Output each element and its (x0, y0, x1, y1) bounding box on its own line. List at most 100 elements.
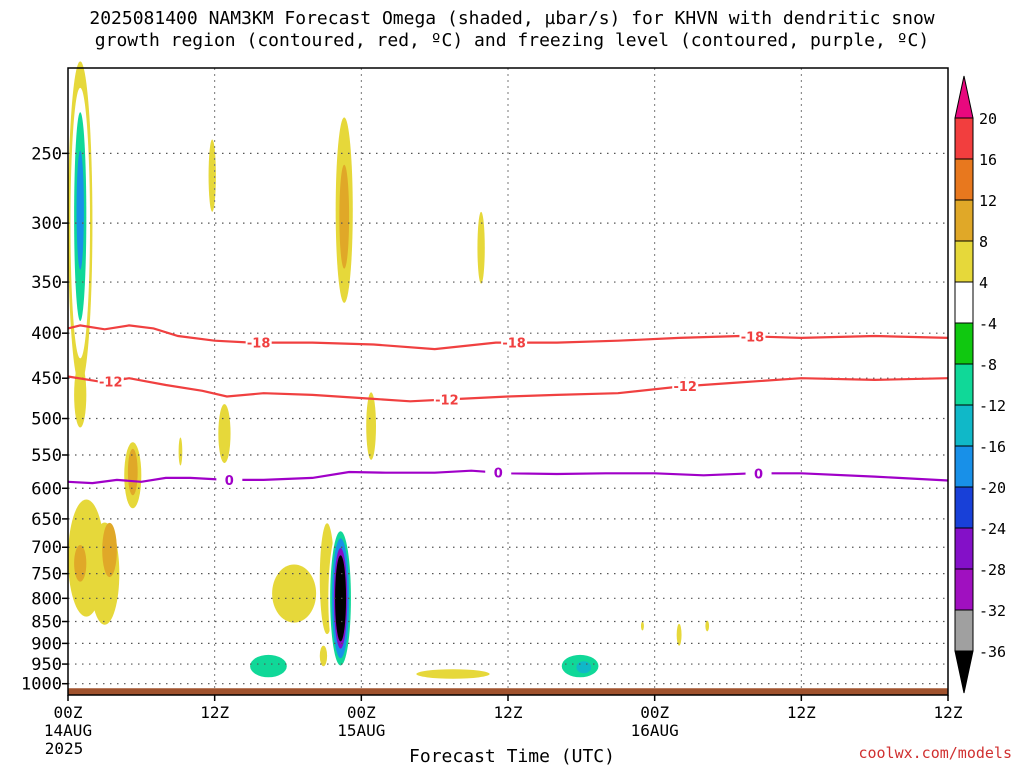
contour-label-bg (745, 465, 772, 482)
colorbar-bottom-arrow (954, 650, 974, 694)
omega-region (416, 669, 490, 679)
colorbar-label: -24 (979, 520, 1006, 538)
omega-region (576, 661, 592, 674)
y-tick-label: 450 (31, 369, 62, 389)
colorbar-swatch (954, 568, 974, 611)
omega-region (188, 485, 193, 505)
omega-region (705, 620, 710, 632)
y-tick-label: 600 (31, 479, 62, 499)
omega-region (319, 645, 328, 667)
y-tick-label: 550 (31, 446, 62, 466)
contour-label: -12 (435, 394, 459, 409)
colorbar-label: -32 (979, 602, 1006, 620)
x-tick-date: 15AUG (337, 721, 385, 740)
contour-label: -18 (502, 337, 526, 352)
colorbar-swatch (954, 363, 974, 406)
colorbar-label: -12 (979, 397, 1006, 415)
terrain-band (68, 688, 948, 695)
contour-label: 0 (225, 474, 234, 489)
omega-region (178, 437, 183, 466)
omega-region (218, 404, 231, 463)
terrain-fill (68, 688, 948, 695)
colorbar-swatch (954, 199, 974, 242)
y-tick-label: 850 (31, 613, 62, 633)
chart-title-line1: 2025081400 NAM3KM Forecast Omega (shaded… (89, 8, 935, 29)
contour-label-bg (672, 378, 699, 395)
omega-region (477, 211, 485, 284)
colorbar-label: 20 (979, 110, 997, 128)
colorbar: 20 16 12 8 4 -4 -8 -12 -16 -20 -24 -28 -32 -36 (954, 75, 1006, 694)
contour-label: -18 (741, 330, 765, 345)
omega-region (654, 632, 660, 663)
omega-region (304, 105, 314, 155)
colorbar-label: 8 (979, 233, 988, 251)
contour-label-bg (433, 391, 460, 408)
y-tick-label: 400 (31, 324, 62, 344)
omega-region (335, 555, 347, 642)
y-tick-label: 350 (31, 273, 62, 293)
colorbar-swatch (954, 240, 974, 283)
colorbar-label: -8 (979, 356, 997, 374)
x-tick-label: 12Z (200, 703, 229, 722)
omega-region (317, 439, 327, 525)
y-tick-label: 1000 (21, 675, 62, 695)
y-tick-label: 950 (31, 655, 62, 675)
colorbar-swatch (954, 486, 974, 529)
omega-region (127, 448, 138, 496)
omega-region (640, 621, 644, 631)
contour-label-bg (501, 334, 528, 351)
y-tick-label: 700 (31, 538, 62, 558)
y-tick-label: 500 (31, 410, 62, 430)
x-tick-year: 2025 (45, 739, 84, 758)
grid-lines (68, 68, 948, 695)
colorbar-swatch (954, 404, 974, 447)
omega-region (74, 362, 87, 428)
contour-label: -18 (247, 337, 271, 352)
colorbar-swatch (954, 609, 974, 652)
colorbar-swatch (954, 322, 974, 365)
axes: 2503003504004505005506006507007508008509… (21, 144, 963, 758)
colorbar-label: -28 (979, 561, 1006, 579)
omega-region (250, 654, 287, 678)
colorbar-swatch (954, 158, 974, 201)
contour-label-bg (245, 334, 272, 351)
contour-label: 0 (494, 467, 503, 482)
colorbar-swatch (954, 527, 974, 570)
y-tick-label: 300 (31, 214, 62, 234)
x-tick-label: 00Z (347, 703, 376, 722)
colorbar-swatch (954, 117, 974, 160)
omega-region (136, 325, 149, 405)
x-tick-label: 00Z (54, 703, 83, 722)
contour-label-bg (97, 373, 124, 390)
y-tick-label: 900 (31, 634, 62, 654)
x-tick-label: 12Z (934, 703, 963, 722)
colorbar-label: -16 (979, 438, 1006, 456)
y-tick-label: 650 (31, 510, 62, 530)
y-tick-label: 750 (31, 565, 62, 585)
colorbar-swatch (954, 281, 974, 324)
chart-title-line2: growth region (contoured, red, ºC) and f… (94, 30, 930, 51)
colorbar-swatch (954, 445, 974, 488)
contour-line (67, 375, 949, 403)
omega-region (676, 623, 682, 646)
omega-region (76, 150, 84, 270)
omega-shading (68, 61, 710, 681)
colorbar-label: -20 (979, 479, 1006, 497)
y-tick-label: 800 (31, 589, 62, 609)
contour-label: -12 (99, 375, 123, 390)
colorbar-label: 16 (979, 151, 997, 169)
colorbar-label: -4 (979, 315, 997, 333)
y-tick-label: 250 (31, 144, 62, 164)
contour-line (67, 469, 949, 485)
omega-region (228, 146, 233, 205)
x-tick-date: 16AUG (631, 721, 679, 740)
x-axis-title: Forecast Time (UTC) (409, 746, 615, 767)
omega-region (272, 564, 317, 623)
contour-label: -12 (673, 380, 697, 395)
contour-label-bg (216, 471, 243, 488)
x-tick-label: 12Z (787, 703, 816, 722)
omega-region (74, 544, 87, 582)
colorbar-label: -36 (979, 643, 1006, 661)
omega-region (208, 139, 216, 212)
